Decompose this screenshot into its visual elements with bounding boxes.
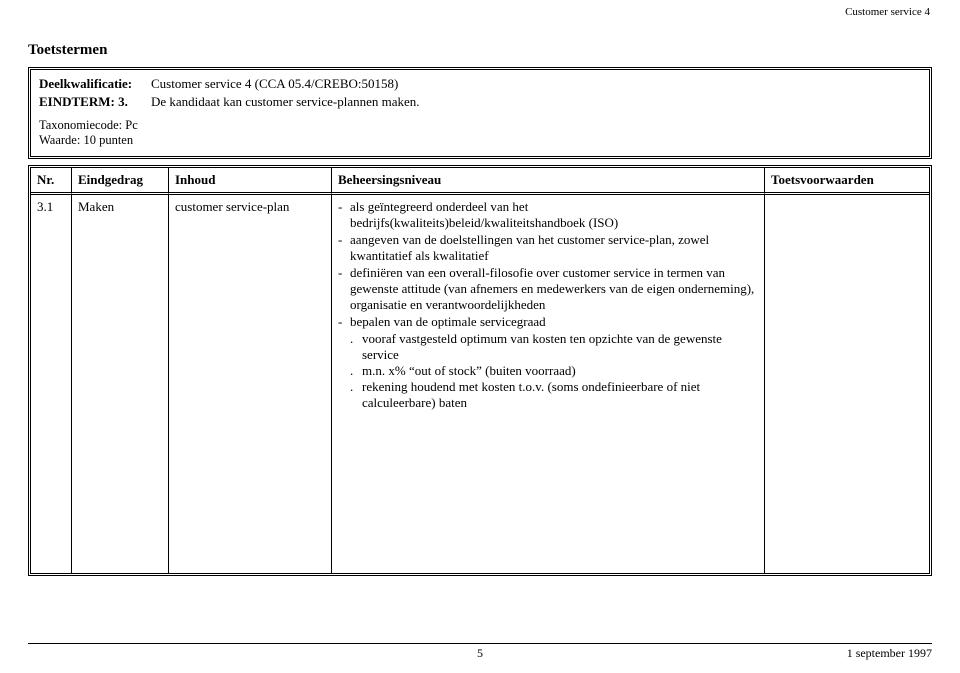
meta-taxonomiecode: Taxonomiecode: Pc xyxy=(39,118,921,133)
cell-toetsvoorwaarden xyxy=(765,195,929,415)
meta-deelkwalificatie-label: Deelkwalificatie: xyxy=(39,76,151,92)
toetstermen-table: Nr. Eindgedrag Inhoud Beheersingsniveau … xyxy=(28,165,932,576)
cell-beheersingsniveau: -als geïntegreerd onderdeel van het bedr… xyxy=(332,195,765,415)
meta-waarde: Waarde: 10 punten xyxy=(39,133,921,148)
footer-page-number: 5 xyxy=(477,646,483,661)
section-title: Toetstermen xyxy=(28,42,932,59)
col-header-eindgedrag: Eindgedrag xyxy=(72,168,169,195)
list-item: definiëren van een overall-filosofie ove… xyxy=(350,265,758,313)
col-header-nr: Nr. xyxy=(31,168,72,195)
sublist-item: m.n. x% “out of stock” (buiten voorraad) xyxy=(362,363,758,379)
col-header-toetsvoorwaarden: Toetsvoorwaarden xyxy=(765,168,929,195)
meta-eindterm-value: De kandidaat kan customer service-planne… xyxy=(151,94,921,110)
cell-eindgedrag: Maken xyxy=(72,195,169,415)
meta-eindterm-label: EINDTERM: 3. xyxy=(39,94,151,110)
col-header-inhoud: Inhoud xyxy=(169,168,332,195)
sublist-item: rekening houdend met kosten t.o.v. (soms… xyxy=(362,379,758,411)
sublist-item: vooraf vastgesteld optimum van kosten te… xyxy=(362,331,758,363)
table-row-spacer xyxy=(31,415,929,573)
cell-inhoud: customer service-plan xyxy=(169,195,332,415)
list-item: bepalen van de optimale servicegraad xyxy=(350,314,758,330)
col-header-beheersingsniveau: Beheersingsniveau xyxy=(332,168,765,195)
list-item: als geïntegreerd onderdeel van het bedri… xyxy=(350,199,758,231)
table-row: 3.1 Maken customer service-plan -als geï… xyxy=(31,195,929,415)
list-item: aangeven van de doelstellingen van het c… xyxy=(350,232,758,264)
cell-nr: 3.1 xyxy=(31,195,72,415)
header-doc-title: Customer service 4 xyxy=(845,6,930,18)
footer-date: 1 september 1997 xyxy=(847,646,932,661)
page-footer: 5 1 september 1997 xyxy=(28,643,932,661)
meta-block: Deelkwalificatie: Customer service 4 (CC… xyxy=(28,67,932,159)
meta-deelkwalificatie-value: Customer service 4 (CCA 05.4/CREBO:50158… xyxy=(151,76,921,92)
